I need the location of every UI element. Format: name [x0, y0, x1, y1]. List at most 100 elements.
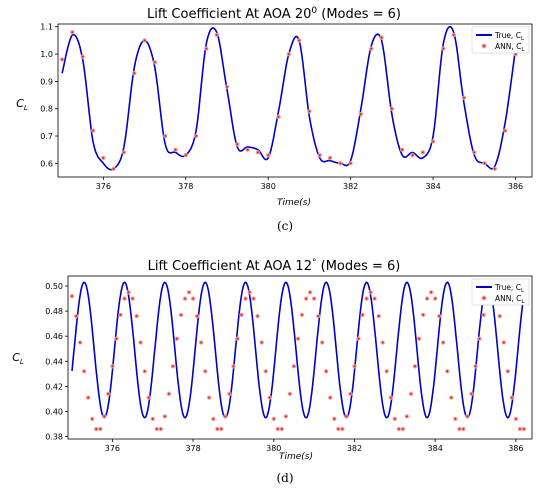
chart-c-legend-box	[471, 26, 530, 54]
chart-d-series-ann-point	[303, 296, 309, 301]
chart-c-series-ann-point	[224, 84, 230, 90]
chart-c-series-ann-point	[482, 160, 487, 166]
chart-d-series-ann-point	[255, 313, 260, 319]
chart-c-series-ann-point	[111, 166, 116, 172]
chart-d-series-ann-point	[106, 391, 111, 397]
chart-c-series-ann-point	[234, 141, 240, 147]
chart-d-legend-box	[471, 278, 530, 306]
chart-d-x-axis-label: Time(s)	[279, 452, 313, 462]
chart-c-legend: True, CL ANN, CL	[471, 26, 530, 54]
chart-d-series-ann-point	[319, 340, 325, 345]
chart-c-series-ann-point	[255, 150, 261, 155]
chart-d-series-ann-point	[424, 296, 430, 301]
chart-c-series-ann-point	[152, 60, 158, 65]
chart-c-series-ann-point	[368, 46, 374, 51]
chart-d-series-ann-point	[182, 296, 188, 301]
chart-d-series-ann-point	[186, 289, 192, 295]
chart-c-title-suffix: (Modes = 6)	[317, 7, 401, 22]
chart-d-series-ann-point	[384, 368, 390, 374]
chart-d-series-ann-point	[461, 426, 466, 432]
chart-d-series-ann-point	[513, 416, 519, 422]
chart-d-title-superscript: °	[312, 258, 317, 268]
chart-d-x-tick-label: 384	[428, 444, 443, 453]
chart-c-x-tick-label: 380	[261, 182, 276, 191]
chart-d-series-ann-point	[473, 363, 478, 369]
chart-d-series-ann-point	[239, 312, 244, 318]
chart-c-series-ann-point	[173, 147, 178, 152]
chart-d-title-suffix: (Modes = 6)	[316, 259, 400, 274]
chart-d-series-ann-point	[360, 312, 365, 318]
chart-c-series-ann-point	[70, 29, 75, 35]
chart-c-legend-ann-name: ANN, C	[495, 42, 521, 51]
chart-d-legend-true-sub: L	[521, 288, 525, 294]
chart-c-x-ticks: 376 378 380 382 384 386	[96, 177, 523, 191]
chart-c-series-ann-point	[80, 54, 85, 60]
chart-d-series-ann-point	[388, 395, 394, 400]
chart-d-series-ann-point	[77, 340, 83, 345]
chart-c-series-ann-point	[358, 111, 364, 117]
chart-d-legend-true-label: True, CL	[494, 283, 525, 294]
chart-d-series-ann-point	[501, 340, 507, 345]
chart-d-series-ann-point	[396, 426, 402, 432]
chart-c-title-superscript: 0	[311, 6, 317, 16]
chart-d-legend: True, CL ANN, CL	[471, 278, 530, 306]
chart-c-y-axis-label: CL	[16, 97, 28, 112]
chart-d-series-ann-point	[497, 313, 503, 319]
chart-d-series-ann-point	[331, 416, 337, 422]
chart-d-series-ann-point	[335, 426, 341, 432]
chart-c-y-tick-label: 0.8	[40, 105, 53, 114]
chart-d-title: Lift Coefficient At AOA 12° (Modes = 6)	[148, 258, 401, 274]
chart-d-series-ann-point	[69, 293, 75, 299]
chart-d-y-tick-label: 0.44	[45, 357, 63, 366]
chart-c-series-ann-point	[286, 51, 292, 57]
chart-d-series-ann-point	[481, 312, 486, 318]
chart-d-series-ann-point	[412, 363, 418, 369]
chart-d-legend-ann-sub: L	[521, 299, 525, 305]
chart-c-y-tick-label: 0.7	[40, 132, 53, 141]
chart-c-series-ann-point	[204, 46, 209, 51]
chart-d-series-ann-point	[457, 426, 462, 432]
chart-d-series-ann-point	[118, 312, 123, 318]
chart-c-x-tick-label: 376	[96, 182, 111, 191]
chart-d-series-ann-point	[251, 296, 256, 301]
chart-c-series-ann-point	[410, 152, 415, 158]
chart-c-series	[59, 25, 518, 172]
chart-c-series-ann-point	[121, 150, 127, 155]
chart-d: Lift Coefficient At AOA 12° (Modes = 6) …	[12, 258, 533, 485]
chart-d-series-ann-point	[315, 313, 321, 319]
chart-d-series-ann-point	[202, 368, 208, 374]
chart-c-y-tick-label: 1.1	[40, 23, 53, 32]
chart-d-y-tick-label: 0.42	[45, 382, 63, 391]
chart-d-series-ann-point	[477, 336, 482, 342]
chart-d-series-ann-point	[271, 416, 277, 422]
chart-c-series-ann-point	[276, 114, 281, 120]
chart-c-series-ann-point	[492, 166, 498, 172]
chart-d-y-axis-label-main: C	[12, 351, 20, 364]
chart-c-series-ann-point	[214, 32, 219, 38]
chart-d-series-ann-point	[198, 340, 204, 345]
chart-c-series-ann-point	[245, 147, 250, 152]
chart-d-series-ann-point	[416, 336, 422, 342]
chart-c-title-main: Lift Coefficient At AOA 20	[147, 7, 311, 22]
chart-c-y-axis-label-main: C	[16, 97, 24, 110]
chart-c-series-ann-point	[389, 106, 395, 111]
chart-c-series-ann-point	[502, 128, 508, 133]
chart-d-series-ann-point	[440, 340, 446, 345]
chart-c-series-ann-point	[379, 35, 384, 41]
chart-c-series-true-line	[61, 25, 517, 171]
chart-d-series-ann-point	[98, 426, 103, 432]
chart-d-series-ann-point	[352, 363, 357, 369]
chart-d-series-ann-point	[404, 414, 410, 419]
chart-d-series-ann-point	[267, 395, 273, 400]
chart-d-series-ann-point	[465, 414, 470, 419]
chart-d-series-ann-point	[299, 312, 305, 318]
chart-d-series-ann-point	[287, 391, 293, 397]
chart-c-series-ann-point	[399, 147, 405, 152]
chart-d-series-ann-point	[142, 368, 147, 374]
chart-c-series-ann-point	[471, 150, 477, 155]
chart-d-series-ann-point	[102, 414, 107, 419]
chart-d-x-tick-label: 376	[105, 444, 120, 453]
chart-c-caption: (c)	[277, 219, 293, 233]
chart-d-legend-true-name: True, C	[494, 283, 521, 292]
chart-d-series-ann-point	[509, 395, 515, 400]
